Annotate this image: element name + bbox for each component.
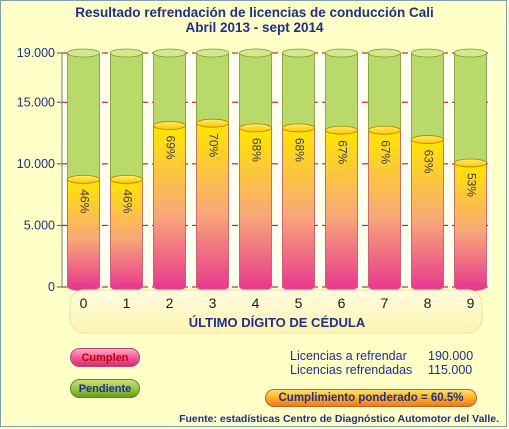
bar-pendiente (454, 52, 487, 164)
data-label: 68% (292, 138, 306, 162)
bar-cumplen (411, 139, 444, 288)
x-axis-label: ÚLTIMO DÍGITO DE CÉDULA (189, 315, 366, 330)
data-label: 70% (206, 133, 220, 157)
data-label: 67% (335, 140, 349, 164)
y-tick-label: 5.000 (24, 218, 55, 232)
bar-pendiente (153, 52, 186, 126)
data-label: 63% (421, 150, 435, 174)
y-tick-label: 19.000 (17, 46, 55, 60)
bar-cumplen-base (239, 283, 272, 291)
bar-cumplen (110, 178, 143, 288)
chart-subtitle: Abril 2013 - sept 2014 (185, 20, 324, 35)
bar-cumplen-base (411, 283, 444, 291)
bar-cumplen-cap (454, 158, 487, 168)
bar-pendiente (411, 52, 444, 140)
bar-group: 63% (411, 48, 444, 291)
stat-refrendadas-label: Licencias refrendadas (290, 363, 413, 377)
x-tick-label: 1 (123, 295, 131, 311)
stat-refrendadas-value: 115.000 (428, 363, 473, 377)
bar-group: 46% (67, 48, 100, 291)
bar-cumplen (67, 178, 100, 288)
y-tick-label: 0 (48, 280, 55, 294)
ponderado-badge: Cumplimiento ponderado = 60.5% (265, 389, 477, 407)
stat-refrendar-value: 190.000 (428, 349, 474, 363)
bar-cumplen-cap (239, 123, 272, 133)
bar-pendiente (67, 52, 100, 180)
x-tick-label: 4 (252, 295, 260, 311)
y-tick-label: 15.000 (17, 95, 55, 109)
data-label: 68% (249, 138, 263, 162)
bar-cumplen-cap (411, 135, 444, 144)
bar-group: 68% (282, 48, 315, 291)
x-tick-label: 7 (381, 295, 389, 311)
y-tick-label: 10.000 (17, 157, 55, 171)
bar-cumplen-base (153, 283, 186, 291)
stat-refrendar-label: Licencias a refrendar (290, 349, 407, 363)
bar-cumplen-cap (368, 125, 401, 135)
bar-cumplen-base (196, 283, 229, 291)
bar-group: 69% (153, 48, 186, 291)
bar-cumplen-base (110, 283, 143, 291)
x-tick-label: 0 (80, 295, 88, 311)
bar-pendiente (196, 52, 229, 124)
bar-group: 53% (454, 48, 487, 291)
bar-pendiente-cap (153, 48, 186, 58)
bars: 46% 46% 69% 70% 68% 68% 67% 67% 63% 53% (67, 48, 487, 291)
x-tick-label: 5 (295, 295, 303, 311)
x-axis-band (69, 289, 483, 334)
bar-cumplen-base (368, 283, 401, 291)
y-axis-ticks: 0 5.000 10.000 15.000 19.000 (17, 46, 63, 294)
bar-cumplen-cap (325, 125, 358, 135)
data-label: 69% (163, 136, 177, 160)
x-tick-label: 6 (338, 295, 346, 311)
bar-cumplen-base (325, 283, 358, 291)
bar-pendiente (325, 52, 358, 131)
bar-group: 67% (325, 48, 358, 291)
data-label: 46% (120, 189, 134, 213)
bar-cumplen-base (282, 283, 315, 291)
bar-pendiente (368, 52, 401, 131)
legend-cumplen: Cumplen (70, 348, 140, 367)
bar-pendiente-cap (454, 48, 487, 58)
bar-cumplen-cap (153, 121, 186, 130)
bar-pendiente-cap (368, 48, 401, 58)
bar-pendiente-cap (239, 48, 272, 58)
bar-group: 46% (110, 48, 143, 291)
x-tick-label: 2 (166, 295, 174, 311)
data-label: 46% (77, 189, 91, 213)
x-tick-label: 9 (467, 295, 475, 311)
source-note: Fuente: estadísticas Centro de Diagnósti… (179, 413, 499, 425)
bar-pendiente-cap (282, 48, 315, 58)
bar-pendiente-cap (196, 48, 229, 58)
bar-pendiente (282, 52, 315, 129)
bar-cumplen (239, 127, 272, 288)
bar-cumplen-cap (282, 123, 315, 133)
bar-cumplen (282, 127, 315, 288)
bar-pendiente (110, 52, 143, 180)
legend-pendiente: Pendiente (70, 379, 140, 398)
chart-title: Resultado refrendación de licencias de c… (75, 5, 434, 20)
x-tick-label: 3 (209, 295, 217, 311)
bar-cumplen-base (454, 283, 487, 291)
bar-group: 70% (196, 48, 229, 291)
bar-group: 68% (239, 48, 272, 291)
bar-cumplen-cap (110, 174, 143, 184)
x-tick-label: 8 (424, 295, 432, 311)
bar-pendiente-cap (325, 48, 358, 58)
data-label: 53% (464, 173, 478, 197)
bar-cumplen-base (67, 283, 100, 291)
data-label: 67% (378, 140, 392, 164)
x-axis: 0 1 2 3 4 5 6 7 8 9 ÚLTIMO DÍGITO DE CÉDULA (69, 289, 483, 334)
bar-pendiente (239, 52, 272, 129)
bar-pendiente-cap (110, 48, 143, 58)
bar-pendiente-cap (411, 48, 444, 58)
bar-cumplen-cap (196, 118, 229, 128)
bar-cumplen-cap (67, 174, 100, 184)
bar-cumplen (196, 122, 229, 288)
bar-group: 67% (368, 48, 401, 291)
bar-pendiente-cap (67, 48, 100, 58)
